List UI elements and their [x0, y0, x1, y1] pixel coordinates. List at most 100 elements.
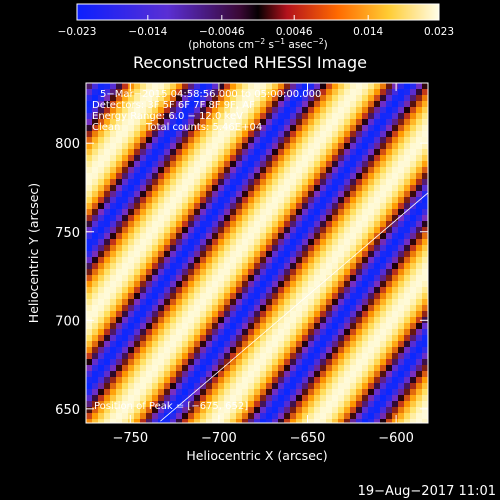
- heatmap-cell: [392, 287, 399, 294]
- heatmap-cell: [206, 149, 213, 156]
- heatmap-cell: [398, 293, 405, 300]
- heatmap-cell: [188, 131, 195, 138]
- heatmap-cell: [314, 365, 321, 372]
- heatmap-cell: [356, 269, 363, 276]
- heatmap-cell: [374, 371, 381, 378]
- heatmap-cell: [188, 83, 195, 90]
- heatmap-cell: [386, 149, 393, 156]
- heatmap-cell: [326, 383, 333, 390]
- heatmap-cell: [218, 317, 225, 324]
- heatmap-cell: [122, 185, 129, 192]
- heatmap-cell: [170, 245, 177, 252]
- heatmap-cell: [320, 275, 327, 282]
- heatmap-cell: [140, 125, 147, 132]
- heatmap-cell: [206, 101, 213, 108]
- heatmap-cell: [362, 299, 369, 306]
- heatmap-cell: [386, 89, 393, 96]
- heatmap-cell: [404, 407, 411, 414]
- heatmap-cell: [134, 341, 141, 348]
- heatmap-cell: [314, 419, 321, 423]
- heatmap-cell: [158, 221, 165, 228]
- heatmap-cell: [134, 317, 141, 324]
- heatmap-cell: [194, 263, 201, 270]
- heatmap-cell: [116, 353, 123, 360]
- heatmap-cell: [296, 359, 303, 366]
- heatmap-cell: [104, 341, 111, 348]
- heatmap-cell: [410, 245, 417, 252]
- heatmap-cell: [146, 305, 153, 312]
- heatmap-cell: [344, 251, 351, 258]
- heatmap-cell: [344, 281, 351, 288]
- heatmap-cell: [230, 209, 237, 216]
- heatmap-cell: [134, 329, 141, 336]
- heatmap-cell: [218, 359, 225, 366]
- heatmap-cell: [116, 389, 123, 396]
- heatmap-cell: [338, 203, 345, 210]
- heatmap-cell: [254, 311, 261, 318]
- heatmap-cell: [218, 275, 225, 282]
- heatmap-cell: [362, 173, 369, 180]
- heatmap-cell: [410, 119, 417, 126]
- heatmap-cell: [404, 221, 411, 228]
- heatmap-cell: [332, 239, 339, 246]
- heatmap-cell: [206, 161, 213, 168]
- heatmap-cell: [98, 203, 105, 210]
- heatmap-cell: [98, 419, 105, 423]
- heatmap-cell: [254, 347, 261, 354]
- heatmap-cell: [212, 293, 219, 300]
- heatmap-cell: [308, 107, 315, 114]
- heatmap-cell: [344, 245, 351, 252]
- annotation-detectors: Detectors: 3F 5F 6F 7F 8F 9F, AF: [92, 100, 255, 111]
- heatmap-cell: [422, 395, 428, 402]
- heatmap-cell: [254, 161, 261, 168]
- heatmap-cell: [86, 155, 93, 162]
- heatmap-cell: [272, 95, 279, 102]
- heatmap-cell: [158, 113, 165, 120]
- heatmap-cell: [290, 95, 297, 102]
- heatmap-cell: [278, 107, 285, 114]
- heatmap-cell: [410, 263, 417, 270]
- heatmap-cell: [158, 347, 165, 354]
- heatmap-cell: [344, 257, 351, 264]
- heatmap-cell: [194, 317, 201, 324]
- heatmap-cell: [410, 419, 417, 423]
- heatmap-cell: [110, 341, 117, 348]
- heatmap-cell: [260, 371, 267, 378]
- heatmap-cell: [266, 245, 273, 252]
- heatmap-cell: [320, 347, 327, 354]
- heatmap-cell: [398, 227, 405, 234]
- heatmap-cell: [272, 83, 279, 90]
- heatmap-cell: [368, 263, 375, 270]
- heatmap-cell: [302, 251, 309, 258]
- heatmap-cell: [302, 257, 309, 264]
- heatmap-cell: [386, 419, 393, 423]
- heatmap-cell: [152, 143, 159, 150]
- heatmap-cell: [332, 203, 339, 210]
- heatmap-cell: [224, 263, 231, 270]
- heatmap-cell: [134, 419, 141, 423]
- heatmap-cell: [224, 209, 231, 216]
- heatmap-cell: [386, 179, 393, 186]
- heatmap-cell: [308, 143, 315, 150]
- heatmap-cell: [248, 113, 255, 120]
- heatmap-cell: [134, 239, 141, 246]
- heatmap-cell: [110, 125, 117, 132]
- heatmap-cell: [206, 293, 213, 300]
- heatmap-cell: [314, 371, 321, 378]
- heatmap-cell: [182, 83, 189, 90]
- heatmap-cell: [362, 227, 369, 234]
- heatmap-cell: [146, 173, 153, 180]
- heatmap-cell: [128, 221, 135, 228]
- heatmap-cell: [422, 323, 428, 330]
- heatmap-cell: [170, 101, 177, 108]
- heatmap-cell: [182, 167, 189, 174]
- heatmap-cell: [200, 95, 207, 102]
- heatmap-cell: [164, 125, 171, 132]
- heatmap-cell: [284, 329, 291, 336]
- heatmap-cell: [188, 149, 195, 156]
- heatmap-cell: [332, 305, 339, 312]
- heatmap-cell: [146, 191, 153, 198]
- heatmap-cell: [182, 185, 189, 192]
- heatmap-cell: [266, 95, 273, 102]
- heatmap-cell: [266, 305, 273, 312]
